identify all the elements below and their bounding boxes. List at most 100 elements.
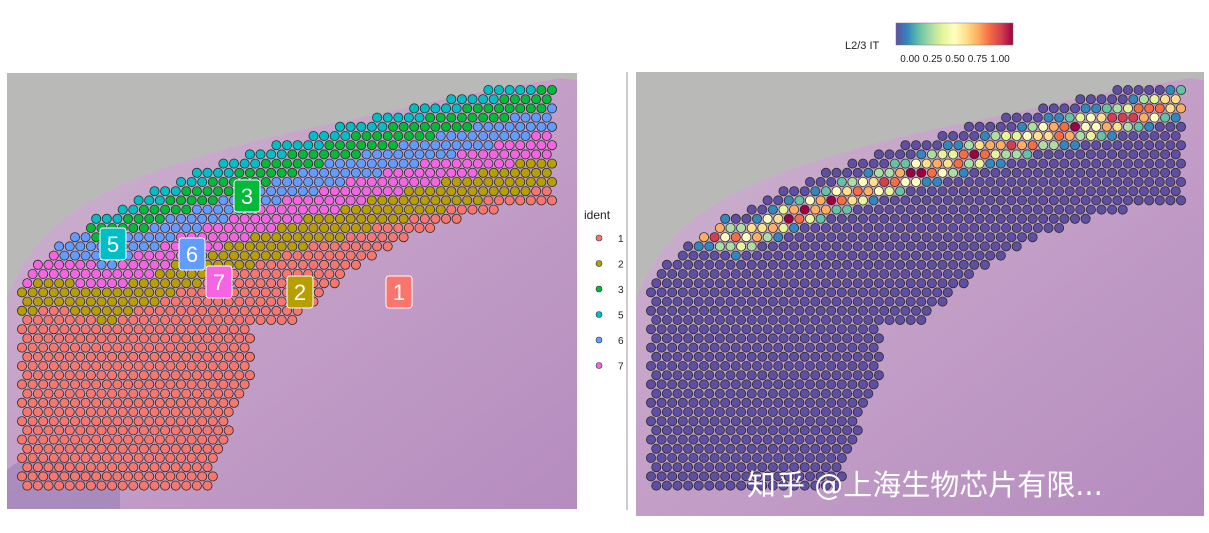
spot-expression bbox=[805, 268, 816, 279]
spot-expression bbox=[741, 232, 752, 243]
spot-expression bbox=[932, 176, 943, 187]
colorbar-tick-0: 0.00 bbox=[900, 54, 920, 65]
spot-cluster-1 bbox=[197, 287, 208, 298]
spot-cluster-3 bbox=[467, 112, 478, 123]
spot-expression bbox=[1096, 149, 1107, 160]
spot-expression bbox=[693, 370, 704, 381]
spot-expression bbox=[1027, 140, 1038, 151]
spot-expression bbox=[677, 452, 688, 463]
watermark-text: 知乎 @上海生物芯片有限... bbox=[747, 468, 1103, 502]
spot-expression bbox=[672, 351, 683, 362]
spot-cluster-6 bbox=[96, 259, 107, 270]
spot-expression bbox=[1091, 176, 1102, 187]
spot-expression bbox=[667, 324, 678, 335]
spot-cluster-6 bbox=[133, 232, 144, 243]
spot-cluster-3 bbox=[541, 94, 552, 105]
spot-expression bbox=[863, 388, 874, 399]
spot-cluster-7 bbox=[271, 213, 282, 224]
spot-expression bbox=[1043, 186, 1054, 197]
spot-expression bbox=[699, 232, 710, 243]
spot-expression bbox=[683, 406, 694, 417]
spot-cluster-6 bbox=[308, 186, 319, 197]
spot-expression bbox=[677, 305, 688, 316]
spot-expression bbox=[868, 158, 879, 169]
spot-expression bbox=[805, 324, 816, 335]
spot-expression bbox=[847, 397, 858, 408]
spot-expression bbox=[1032, 130, 1043, 141]
spot-expression bbox=[1064, 130, 1075, 141]
spot-expression bbox=[767, 222, 778, 233]
spot-expression bbox=[1170, 149, 1181, 160]
spot-expression bbox=[810, 443, 821, 454]
spot-expression bbox=[683, 314, 694, 325]
spot-expression bbox=[847, 268, 858, 279]
spot-expression bbox=[757, 388, 768, 399]
spot-expression bbox=[656, 305, 667, 316]
spot-cluster-1 bbox=[75, 388, 86, 399]
spot-cluster-1 bbox=[27, 379, 38, 390]
spot-expression bbox=[842, 351, 853, 362]
spot-expression bbox=[693, 388, 704, 399]
spot-cluster-1 bbox=[85, 462, 96, 473]
spot-expression bbox=[725, 406, 736, 417]
spot-cluster-7 bbox=[547, 140, 558, 151]
spot-cluster-1 bbox=[250, 268, 261, 279]
spot-expression bbox=[794, 268, 805, 279]
spot-expression bbox=[826, 176, 837, 187]
spot-expression bbox=[746, 462, 757, 473]
spot-cluster-1 bbox=[531, 186, 542, 197]
spot-expression bbox=[873, 314, 884, 325]
spot-expression bbox=[964, 268, 975, 279]
spot-cluster-1 bbox=[27, 360, 38, 371]
spot-expression bbox=[757, 462, 768, 473]
spot-expression bbox=[858, 379, 869, 390]
spot-cluster-1 bbox=[38, 452, 49, 463]
spot-expression bbox=[985, 158, 996, 169]
spot-expression bbox=[714, 278, 725, 289]
spot-expression bbox=[1075, 112, 1086, 123]
spot-cluster-3 bbox=[154, 213, 165, 224]
spot-expression bbox=[746, 314, 757, 325]
spot-cluster-1 bbox=[207, 324, 218, 335]
spot-cluster-1 bbox=[228, 379, 239, 390]
spot-expression bbox=[656, 379, 667, 390]
spot-expression bbox=[826, 379, 837, 390]
spot-cluster-6 bbox=[361, 149, 372, 160]
spot-expression bbox=[1054, 204, 1065, 215]
spot-expression bbox=[1138, 167, 1149, 178]
spot-expression bbox=[879, 305, 890, 316]
spot-expression bbox=[672, 314, 683, 325]
spot-cluster-7 bbox=[329, 186, 340, 197]
spot-cluster-3 bbox=[160, 204, 171, 215]
spot-expression bbox=[767, 241, 778, 252]
spot-expression bbox=[879, 158, 890, 169]
spot-expression bbox=[725, 388, 736, 399]
spot-cluster-1 bbox=[149, 480, 160, 491]
spot-cluster-2 bbox=[27, 305, 38, 316]
spot-cluster-1 bbox=[207, 397, 218, 408]
spot-cluster-2 bbox=[91, 287, 102, 298]
spot-expression bbox=[1091, 103, 1102, 114]
colorbar-tick-1: 0.25 bbox=[923, 54, 943, 65]
spot-expression bbox=[762, 379, 773, 390]
spot-cluster-1 bbox=[207, 360, 218, 371]
cluster-label-box-1 bbox=[385, 275, 413, 309]
spot-cluster-3 bbox=[525, 103, 536, 114]
spot-expression bbox=[1107, 130, 1118, 141]
spot-cluster-3 bbox=[186, 195, 197, 206]
spot-expression bbox=[900, 176, 911, 187]
spot-cluster-1 bbox=[181, 333, 192, 344]
spot-cluster-6 bbox=[541, 112, 552, 123]
spot-expression bbox=[820, 278, 831, 289]
spot-cluster-1 bbox=[85, 425, 96, 436]
spot-cluster-7 bbox=[541, 130, 552, 141]
spot-expression bbox=[948, 130, 959, 141]
spot-cluster-7 bbox=[80, 268, 91, 279]
spot-cluster-1 bbox=[123, 471, 134, 482]
spot-cluster-1 bbox=[96, 443, 107, 454]
spot-cluster-1 bbox=[244, 370, 255, 381]
spot-expression bbox=[778, 370, 789, 381]
spot-cluster-2 bbox=[271, 232, 282, 243]
spot-expression bbox=[1170, 167, 1181, 178]
spot-cluster-1 bbox=[54, 406, 65, 417]
